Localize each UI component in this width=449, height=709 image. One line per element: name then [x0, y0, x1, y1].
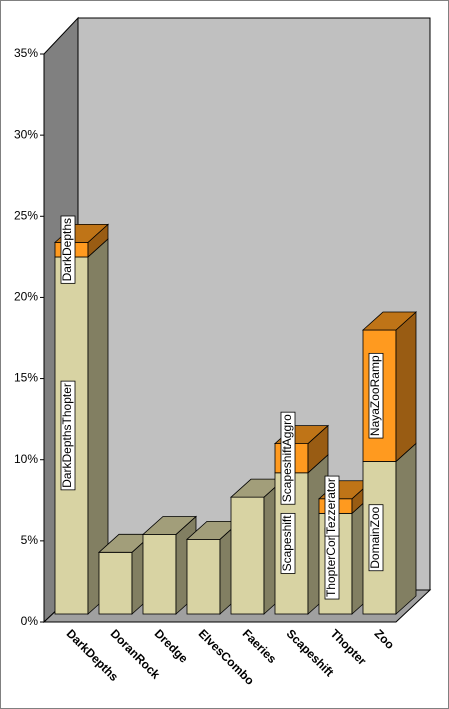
segment-label: ThopterCom: [324, 530, 338, 597]
y-tick-label: 20%: [14, 290, 38, 304]
segment-label: Tezzerator: [324, 478, 338, 534]
y-tick-label: 5%: [21, 533, 39, 547]
y-tick-label: 10%: [14, 452, 38, 466]
segment-label-box: [368, 504, 384, 572]
segment-label: ScapeshiftAggro: [280, 414, 294, 502]
y-tick-label: 15%: [14, 371, 38, 385]
segment-label: DarkDepths: [60, 218, 74, 281]
segment-label: DomainZoo: [368, 506, 382, 568]
bar-segment: [142, 534, 177, 615]
segment-label-box: [368, 352, 384, 439]
segment-label-box: [60, 380, 76, 491]
segment-label-box: [60, 215, 76, 284]
y-tick-label: 0%: [21, 614, 39, 628]
y-tick-label: 35%: [14, 46, 38, 60]
segment-label: DarkDepthsThopter: [60, 383, 74, 488]
bar-side: [395, 442, 417, 615]
segment-label-box: [280, 512, 296, 574]
bar-segment: [98, 551, 133, 615]
bar-top: [141, 516, 198, 535]
bar-side: [395, 311, 417, 463]
y-tick-label: 30%: [14, 127, 38, 141]
bar-stack: Scapeshift ScapeshiftAggro: [273, 411, 330, 615]
segment-label-box: [324, 475, 340, 537]
segment-label: Scapeshift: [280, 515, 294, 572]
bar-stack: DomainZoo NayaZooRamp: [361, 311, 418, 615]
segment-label: NayaZooRamp: [368, 355, 382, 436]
bar-segment: [186, 538, 221, 615]
y-tick-label: 25%: [14, 208, 38, 222]
segment-label-box: [280, 411, 296, 505]
bar-top: [361, 311, 418, 331]
bar-segment: [362, 329, 397, 462]
bar-stack: DarkDepthsThopter DarkDepths: [53, 215, 110, 615]
bar-segment: [230, 496, 265, 615]
